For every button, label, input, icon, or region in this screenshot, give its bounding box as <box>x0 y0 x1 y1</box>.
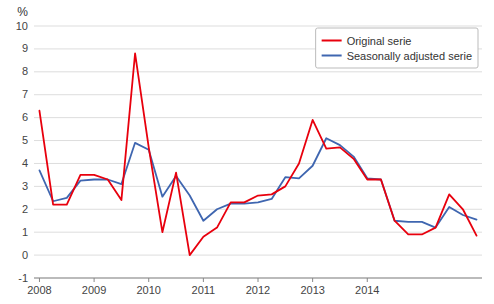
legend-swatch <box>322 55 342 57</box>
y-tick-label: 0 <box>22 249 28 261</box>
y-axis-label: % <box>17 5 28 19</box>
y-tick-label: 6 <box>22 111 28 123</box>
x-tick-label: 2011 <box>192 284 216 296</box>
chart: -1012345678910%2008200920102011201220132… <box>0 0 494 304</box>
grid-line <box>34 209 482 210</box>
x-tick <box>258 278 259 282</box>
grid-line <box>34 71 482 72</box>
grid-line <box>34 255 482 256</box>
x-tick-label: 2013 <box>300 284 324 296</box>
legend: Original serie Seasonally adjusted serie <box>316 28 478 68</box>
grid-line <box>34 94 482 95</box>
x-tick-label: 2008 <box>27 284 51 296</box>
y-tick-label: 5 <box>22 134 28 146</box>
y-tick-label: 4 <box>22 157 28 169</box>
legend-label: Seasonally adjusted serie <box>347 50 472 62</box>
grid-line <box>34 140 482 141</box>
legend-swatch <box>322 40 342 42</box>
y-tick-label: -1 <box>18 272 28 284</box>
y-tick-label: 7 <box>22 88 28 100</box>
grid-line <box>34 117 482 118</box>
x-tick-label: 2012 <box>246 284 270 296</box>
x-tick <box>94 278 95 282</box>
x-tick <box>312 278 313 282</box>
legend-box <box>316 28 478 68</box>
series-line <box>39 53 476 255</box>
y-tick-label: 9 <box>22 42 28 54</box>
y-axis: -1 0 1 2 3 4 5 6 7 8 9 10 <box>16 20 482 284</box>
x-axis: 2008 2009 2010 2011 2012 2013 2014 <box>27 278 482 296</box>
y-tick-label: 8 <box>22 65 28 77</box>
y-tick-label: 2 <box>22 203 28 215</box>
legend-label: Original serie <box>347 35 412 47</box>
grid-line <box>34 163 482 164</box>
y-tick-label: 10 <box>16 20 28 32</box>
grid-line <box>34 232 482 233</box>
x-tick <box>203 278 204 282</box>
plot-area <box>39 53 476 255</box>
grid-line <box>34 26 482 27</box>
x-tick-label: 2010 <box>136 284 160 296</box>
y-tick-label: 3 <box>22 180 28 192</box>
series-line <box>39 138 476 227</box>
x-tick-label: 2009 <box>82 284 106 296</box>
x-tick <box>367 278 368 282</box>
x-tick <box>39 278 40 282</box>
grid-line <box>34 186 482 187</box>
x-tick-label: 2014 <box>355 284 379 296</box>
x-tick <box>148 278 149 282</box>
y-tick-label: 1 <box>22 226 28 238</box>
